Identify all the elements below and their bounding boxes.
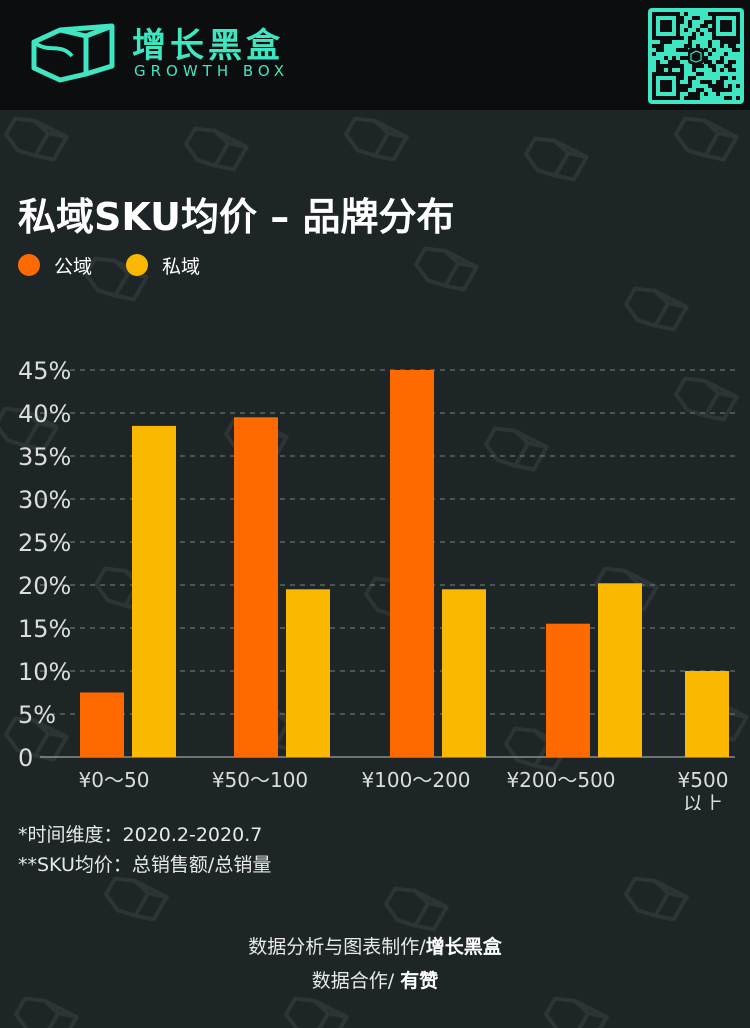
x-tick-label: ¥500 (678, 768, 729, 792)
bar-chart: 45% 40% 35% 30% 25% 20% 15% 10% 5% 0 ¥0～50 ¥50～100 ¥… (18, 357, 735, 810)
credit-analysis-brand: 增长黑盒 (425, 936, 502, 958)
bar-private-3 (598, 583, 642, 757)
x-tick-label: ¥0～50 (79, 768, 150, 792)
legend-swatch-private (126, 254, 148, 276)
bar-public-0 (80, 692, 124, 757)
credit-analysis: 数据分析与图表制作/增长黑盒 (0, 930, 750, 964)
bar-private-4 (685, 671, 729, 757)
y-tick-label: 40% (18, 400, 71, 428)
credits: 数据分析与图表制作/增长黑盒 数据合作/ 有赞 (0, 930, 750, 998)
qr-code-icon (648, 8, 744, 104)
y-tick-label: 5% (18, 701, 56, 729)
note-definition: **SKU均价：总销售额/总销量 (18, 854, 272, 876)
bar-private-1 (286, 589, 330, 757)
x-tick-label: 以上 (683, 792, 723, 810)
y-tick-label: 10% (18, 658, 71, 686)
x-tick-label: ¥50～100 (212, 768, 308, 792)
bar-private-0 (132, 425, 176, 757)
legend-label-public: 公域 (54, 256, 93, 278)
y-tick-label: 0 (18, 744, 33, 772)
legend-label-private: 私域 (162, 256, 201, 278)
y-tick-label: 15% (18, 615, 71, 643)
bar-public-1 (234, 417, 278, 757)
y-tick-label: 45% (18, 357, 71, 385)
growth-box-logo-icon (31, 23, 115, 83)
chart-notes: *时间维度：2020.2-2020.7 **SKU均价：总销售额/总销量 (18, 820, 271, 880)
credit-partner-name: 有赞 (400, 970, 439, 992)
brand-name-en: GROWTH BOX (134, 62, 290, 80)
legend-swatch-public (18, 254, 40, 276)
x-tick-label: ¥200～500 (506, 768, 615, 792)
bar-public-2 (390, 370, 434, 757)
chart-title: 私域SKU均价 – 品牌分布 (18, 195, 455, 239)
brand-name-cn: 增长黑盒 (132, 26, 284, 66)
y-tick-label: 30% (18, 486, 71, 514)
bar-private-2 (442, 589, 486, 757)
header-bar: 增长黑盒 GROWTH BOX (0, 0, 750, 110)
credit-partner: 数据合作/ 有赞 (0, 964, 750, 998)
y-tick-label: 35% (18, 443, 71, 471)
bar-public-3 (546, 623, 590, 757)
credit-analysis-prefix: 数据分析与图表制作/ (248, 936, 426, 958)
x-tick-label: ¥100～200 (361, 768, 470, 792)
credit-partner-prefix: 数据合作/ (311, 970, 401, 992)
y-tick-label: 20% (18, 572, 71, 600)
note-time-range: *时间维度：2020.2-2020.7 (18, 824, 263, 846)
y-tick-label: 25% (18, 529, 71, 557)
